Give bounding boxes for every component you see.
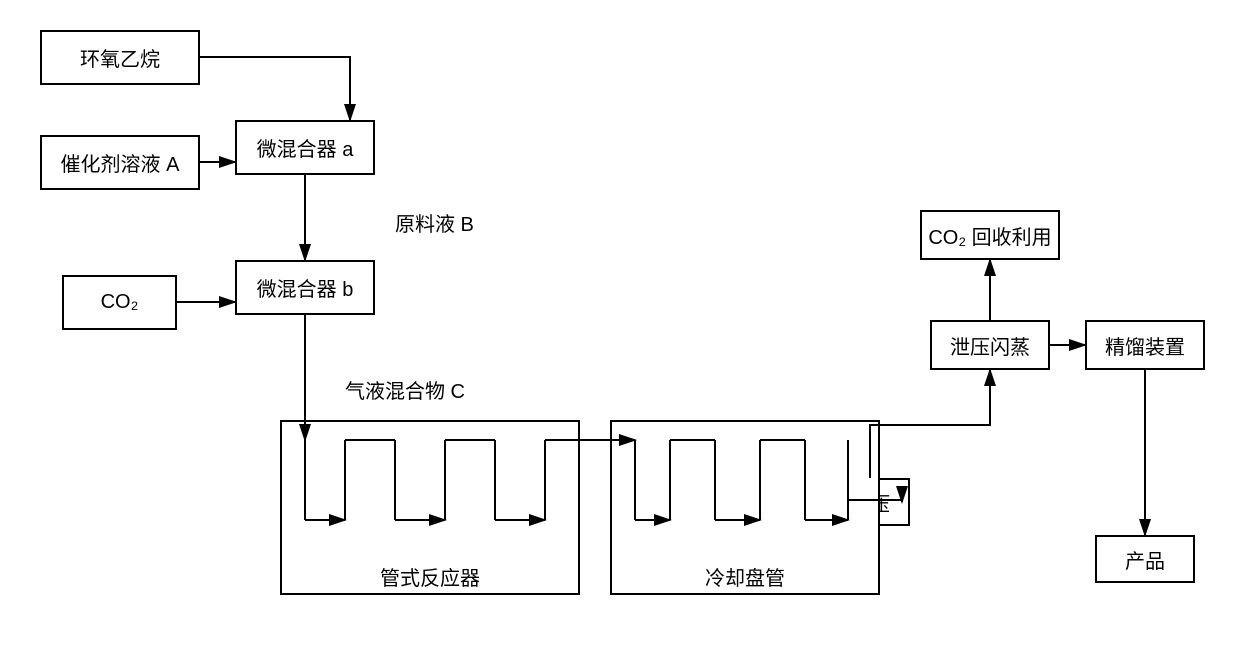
flash-box: 泄压闪蒸: [930, 320, 1050, 370]
co2-recycle-label: CO₂ 回收利用: [928, 221, 1051, 250]
co2-in-label: CO₂: [101, 291, 139, 314]
product-label: 产品: [1125, 545, 1165, 574]
catalyst-a-label: 催化剂溶液 A: [61, 148, 180, 177]
co2-recycle-box: CO₂ 回收利用: [920, 210, 1060, 260]
co2-in-box: CO₂: [62, 275, 177, 330]
distillation-label: 精馏装置: [1105, 331, 1185, 360]
micromixer-b-label: 微混合器 b: [257, 273, 354, 302]
cooling-coil-label: 冷却盘管: [612, 562, 878, 591]
flash-label: 泄压闪蒸: [950, 331, 1030, 360]
tube-reactor-container: 管式反应器: [280, 420, 580, 595]
ethylene-oxide-label: 环氧乙烷: [80, 43, 160, 72]
gl-mixture-c-label: 气液混合物 C: [345, 375, 465, 404]
feed-b-label: 原料液 B: [395, 208, 474, 237]
tube-reactor-label: 管式反应器: [282, 562, 578, 591]
product-box: 产品: [1095, 535, 1195, 583]
micromixer-b-box: 微混合器 b: [235, 260, 375, 315]
micromixer-a-box: 微混合器 a: [235, 120, 375, 175]
micromixer-a-label: 微混合器 a: [257, 133, 354, 162]
ethylene-oxide-box: 环氧乙烷: [40, 30, 200, 85]
distillation-box: 精馏装置: [1085, 320, 1205, 370]
cooling-coil-container: 冷却盘管: [610, 420, 880, 595]
catalyst-a-box: 催化剂溶液 A: [40, 135, 200, 190]
